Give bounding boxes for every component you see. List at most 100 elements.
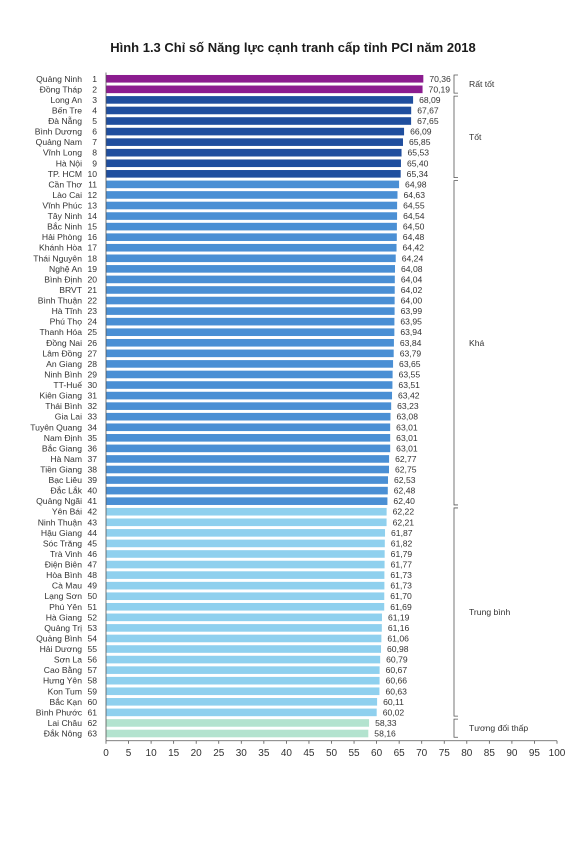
category-label: Nghệ An [49, 264, 82, 274]
data-label: 61,69 [390, 602, 412, 612]
category-label: Thanh Hóa [39, 327, 82, 337]
data-label: 61,16 [388, 623, 410, 633]
bar [106, 402, 392, 410]
rank-label: 15 [87, 222, 97, 232]
bar [106, 624, 382, 632]
bar [106, 117, 412, 125]
rank-label: 27 [87, 348, 97, 358]
rank-label: 5 [92, 116, 97, 126]
data-label: 64,08 [401, 264, 423, 274]
bar [106, 666, 380, 674]
data-label: 60,79 [386, 655, 408, 665]
rank-label: 62 [87, 718, 97, 728]
bar [106, 507, 387, 516]
rank-label: 61 [87, 707, 97, 717]
bar [106, 275, 395, 284]
data-label: 64,42 [403, 243, 425, 253]
category-label: Kon Tum [48, 686, 82, 696]
x-tick-label: 85 [484, 748, 496, 759]
category-label: Hòa Bình [46, 570, 82, 580]
rank-label: 4 [92, 105, 97, 115]
data-label: 61,77 [391, 560, 413, 570]
rank-label: 48 [87, 570, 97, 580]
group-label: Tương đối thấp [469, 723, 528, 733]
rank-label: 32 [87, 401, 97, 411]
group-label: Khá [469, 338, 485, 348]
category-label: Bạc Liêu [49, 475, 83, 485]
bar [106, 486, 388, 495]
bar [106, 581, 385, 590]
data-label: 61,87 [391, 528, 413, 538]
rank-label: 6 [92, 127, 97, 137]
rank-label: 44 [87, 528, 97, 538]
category-label: Đồng Tháp [40, 84, 83, 94]
x-tick-label: 15 [168, 748, 180, 759]
rank-label: 39 [87, 475, 97, 485]
data-label: 63,51 [398, 380, 420, 390]
bar [106, 655, 381, 664]
category-label: Đắk Nông [44, 729, 82, 739]
rank-label: 33 [87, 412, 97, 422]
data-label: 66,09 [410, 127, 432, 137]
category-label: Quảng Ninh [36, 74, 82, 84]
rank-label: 36 [87, 443, 97, 453]
data-label: 64,00 [401, 296, 423, 306]
rank-label: 50 [87, 591, 97, 601]
bar [106, 307, 395, 315]
category-label: An Giang [46, 359, 82, 369]
bar [106, 254, 396, 263]
data-label: 63,55 [399, 369, 421, 379]
bar [106, 74, 424, 83]
category-label: Nam Định [44, 433, 82, 443]
data-label: 63,01 [396, 443, 418, 453]
bar [106, 317, 395, 326]
data-label: 62,75 [395, 465, 417, 475]
category-label: Thái Bình [45, 401, 82, 411]
x-tick-label: 70 [416, 748, 428, 759]
data-label: 67,67 [417, 105, 439, 115]
bar [106, 571, 385, 579]
bar [106, 550, 385, 558]
category-label: Bình Dương [35, 127, 82, 137]
rank-label: 45 [87, 538, 97, 548]
bar [106, 265, 396, 273]
data-label: 60,63 [385, 686, 407, 696]
rank-label: 24 [87, 317, 97, 327]
data-label: 64,50 [403, 222, 425, 232]
category-label: Tuyên Quang [30, 422, 82, 432]
bar [106, 296, 395, 305]
x-tick-label: 100 [549, 748, 566, 759]
x-tick-label: 95 [529, 748, 541, 759]
rank-label: 7 [92, 137, 97, 147]
bar [106, 286, 395, 294]
bar [106, 360, 394, 368]
category-label: TT-Huế [53, 380, 82, 390]
rank-label: 25 [87, 327, 97, 337]
group-bracket [453, 180, 458, 506]
rank-label: 55 [87, 644, 97, 654]
category-label: Hưng Yên [43, 676, 82, 686]
bar [106, 170, 401, 178]
data-label: 63,01 [396, 433, 418, 443]
rank-label: 20 [87, 274, 97, 284]
x-tick-label: 25 [213, 748, 225, 759]
rank-label: 12 [87, 190, 97, 200]
bar [106, 138, 403, 146]
category-label: Gia Lai [55, 412, 82, 422]
data-label: 62,53 [394, 475, 416, 485]
bar [106, 592, 385, 601]
data-label: 60,11 [383, 697, 404, 707]
rank-label: 57 [87, 665, 97, 675]
bar [106, 529, 386, 537]
rank-label: 11 [88, 179, 97, 189]
category-label: Bắc Giang [42, 443, 82, 453]
data-label: 61,79 [391, 549, 413, 559]
x-tick-label: 5 [126, 748, 132, 759]
category-label: Lai Châu [48, 718, 83, 728]
category-label: Hà Tĩnh [52, 306, 83, 316]
x-tick-label: 50 [326, 748, 338, 759]
bar [106, 381, 393, 389]
category-label: Quảng Ngãi [36, 496, 82, 506]
data-label: 61,19 [388, 612, 410, 622]
category-label: Lạng Sơn [44, 591, 82, 601]
